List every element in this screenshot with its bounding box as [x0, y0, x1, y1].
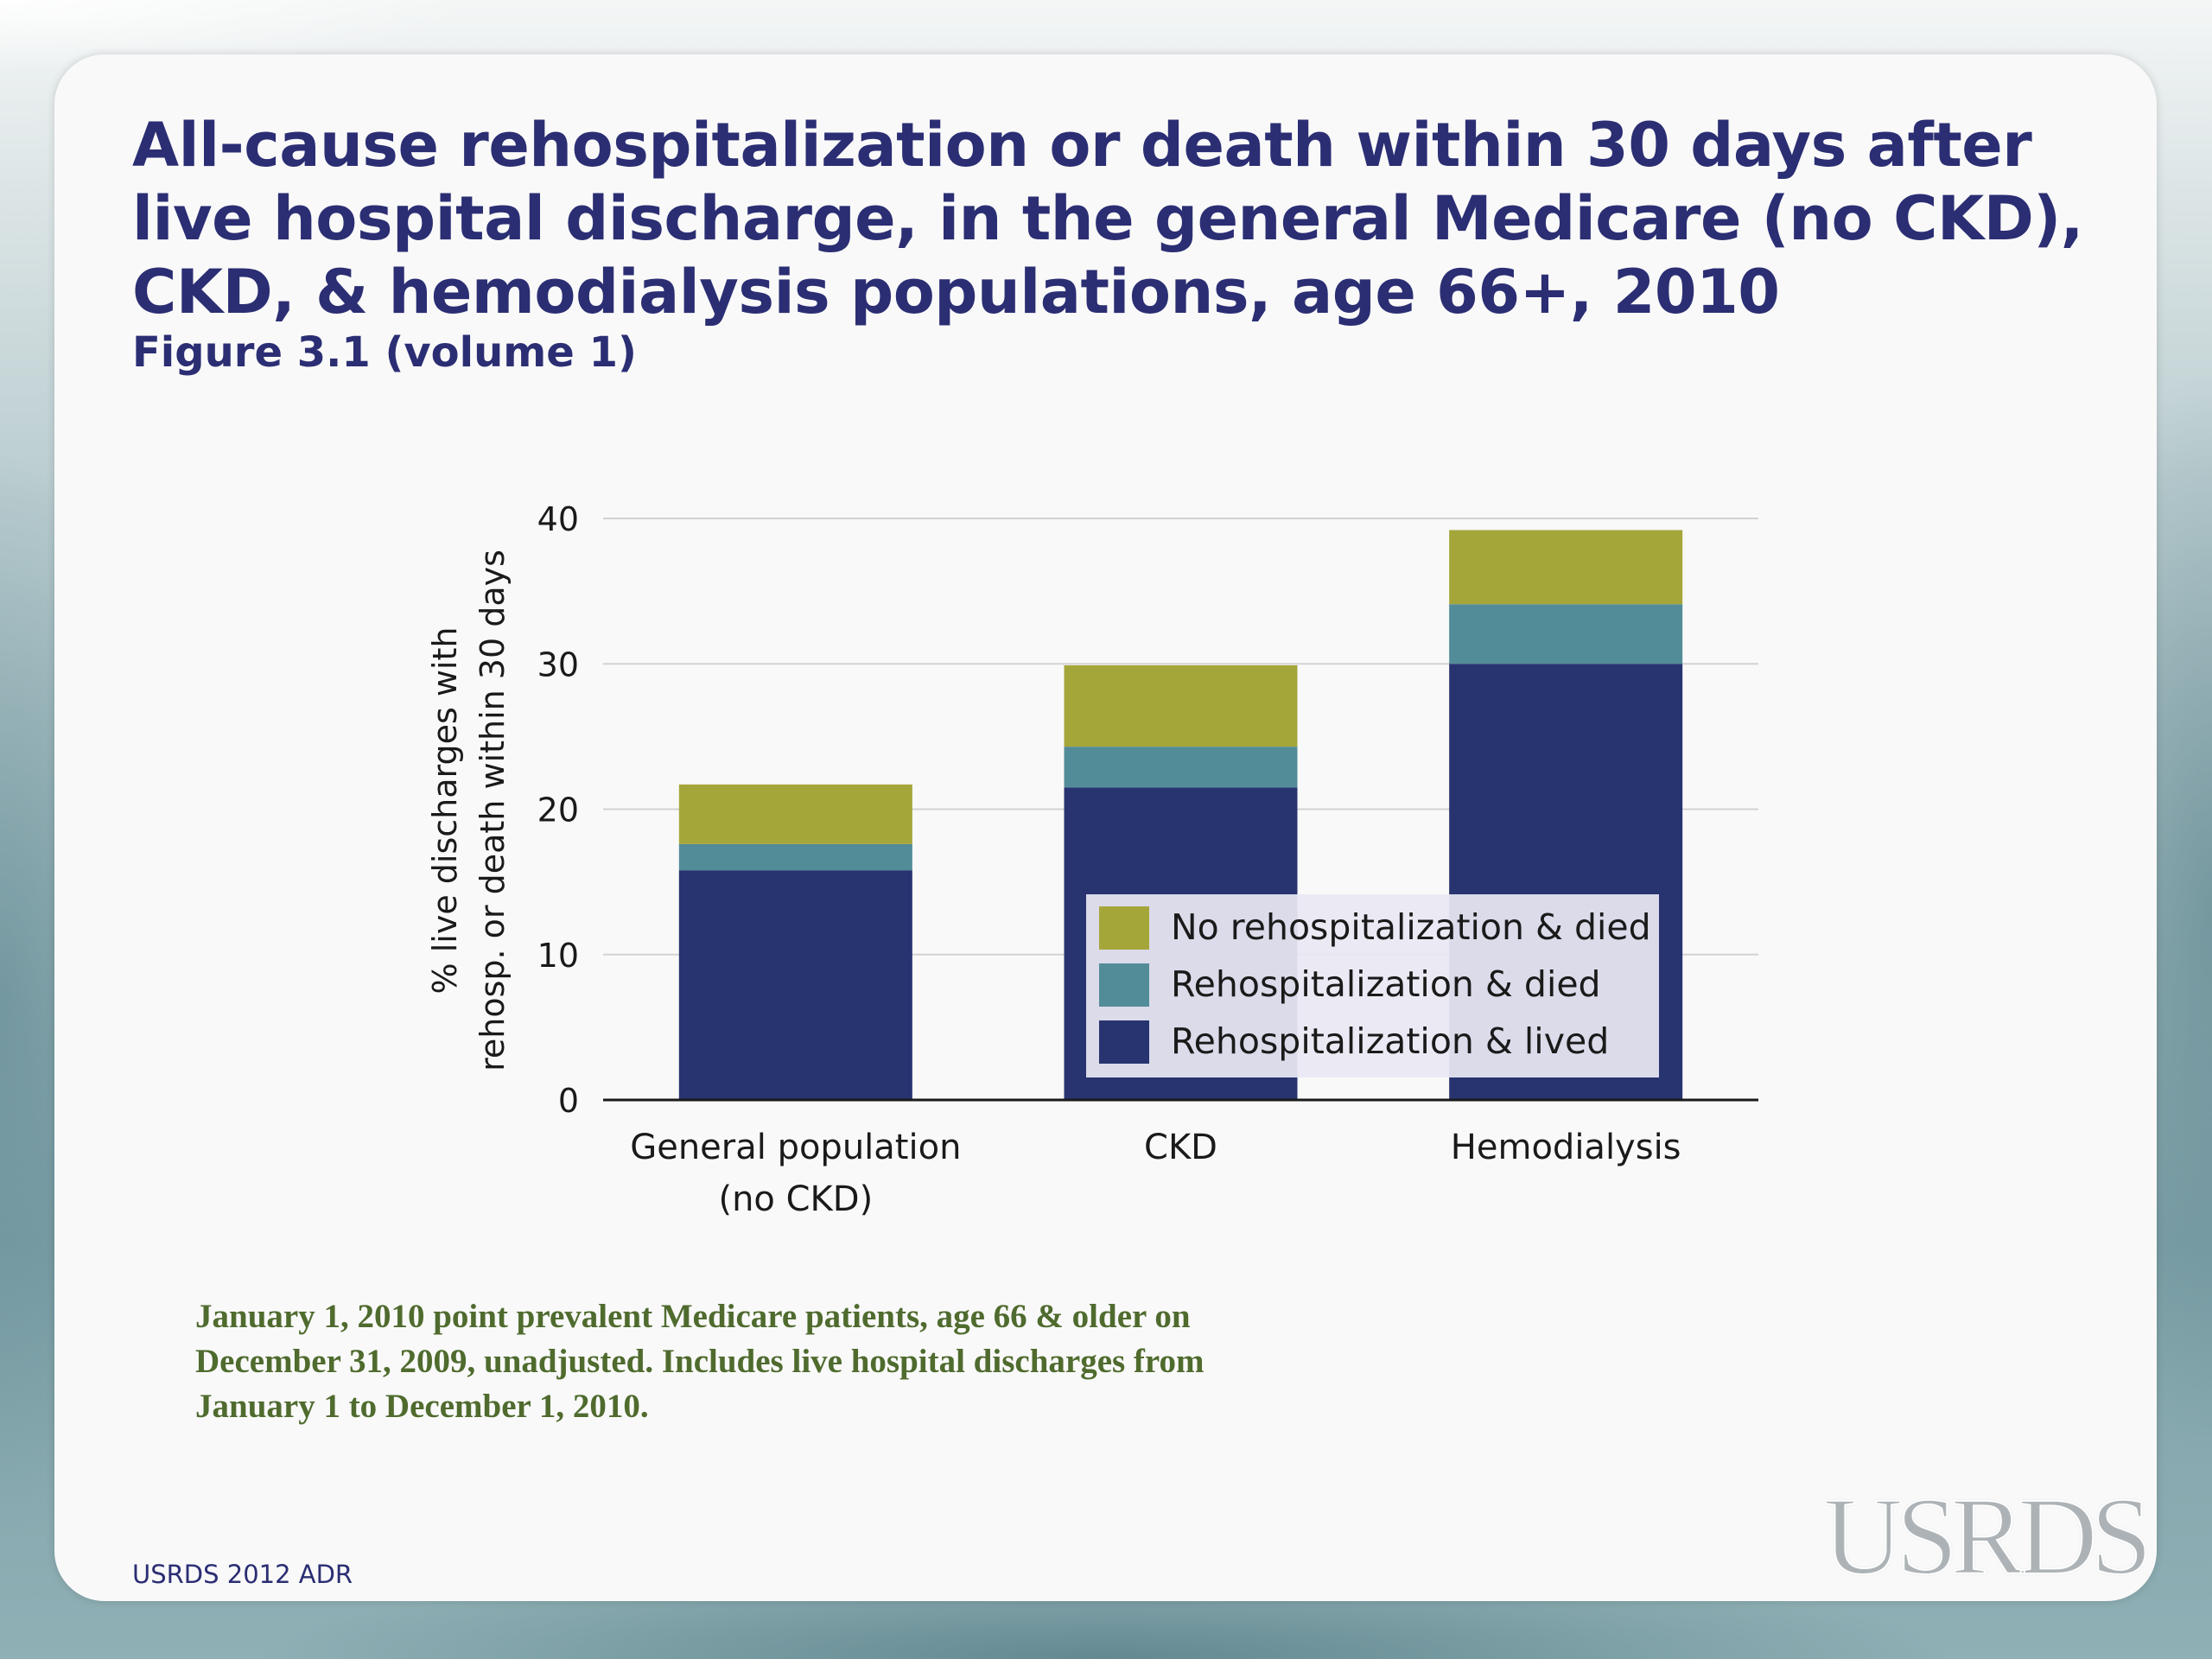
bar-segment — [1064, 747, 1298, 788]
bar-segment — [678, 784, 912, 844]
legend-label: Rehospitalization & died — [1171, 963, 1601, 1005]
legend-label: Rehospitalization & lived — [1171, 1020, 1609, 1062]
figure-reference: Figure 3.1 (volume 1) — [132, 328, 637, 377]
legend-box — [1086, 894, 1659, 1077]
y-tick-label: 0 — [558, 1082, 579, 1120]
y-tick-label: 20 — [537, 791, 579, 830]
slide-title: All-cause rehospitalization or death wit… — [132, 110, 2083, 327]
y-axis-title-line: % live discharges with — [426, 627, 464, 995]
x-tick-label: CKD — [1144, 1128, 1217, 1167]
legend-swatch — [1099, 1020, 1149, 1064]
usrds-logo: USRDS — [1822, 1474, 2153, 1599]
footnote: January 1, 2010 point prevalent Medicare… — [195, 1298, 1205, 1425]
bar-segment — [678, 843, 912, 871]
x-tick-label: (no CKD) — [718, 1179, 873, 1219]
bar-segment — [1064, 664, 1298, 747]
bar-segment — [678, 870, 912, 1100]
x-tick-label: Hemodialysis — [1451, 1128, 1681, 1167]
y-axis-title: % live discharges with rehosp. or death w… — [426, 550, 512, 1071]
source-label: USRDS 2012 ADR — [132, 1560, 353, 1589]
legend-swatch — [1099, 963, 1149, 1007]
y-tick-label: 10 — [537, 937, 579, 975]
y-axis-title-line: rehosp. or death within 30 days — [474, 550, 512, 1071]
legend-swatch — [1099, 906, 1149, 950]
x-tick-label: General population — [630, 1128, 961, 1167]
y-tick-label: 30 — [537, 645, 579, 683]
legend-label: No rehospitalization & died — [1171, 906, 1651, 948]
bar-segment — [1449, 604, 1683, 664]
bar-segment — [1449, 530, 1683, 605]
y-tick-label: 40 — [537, 500, 579, 538]
